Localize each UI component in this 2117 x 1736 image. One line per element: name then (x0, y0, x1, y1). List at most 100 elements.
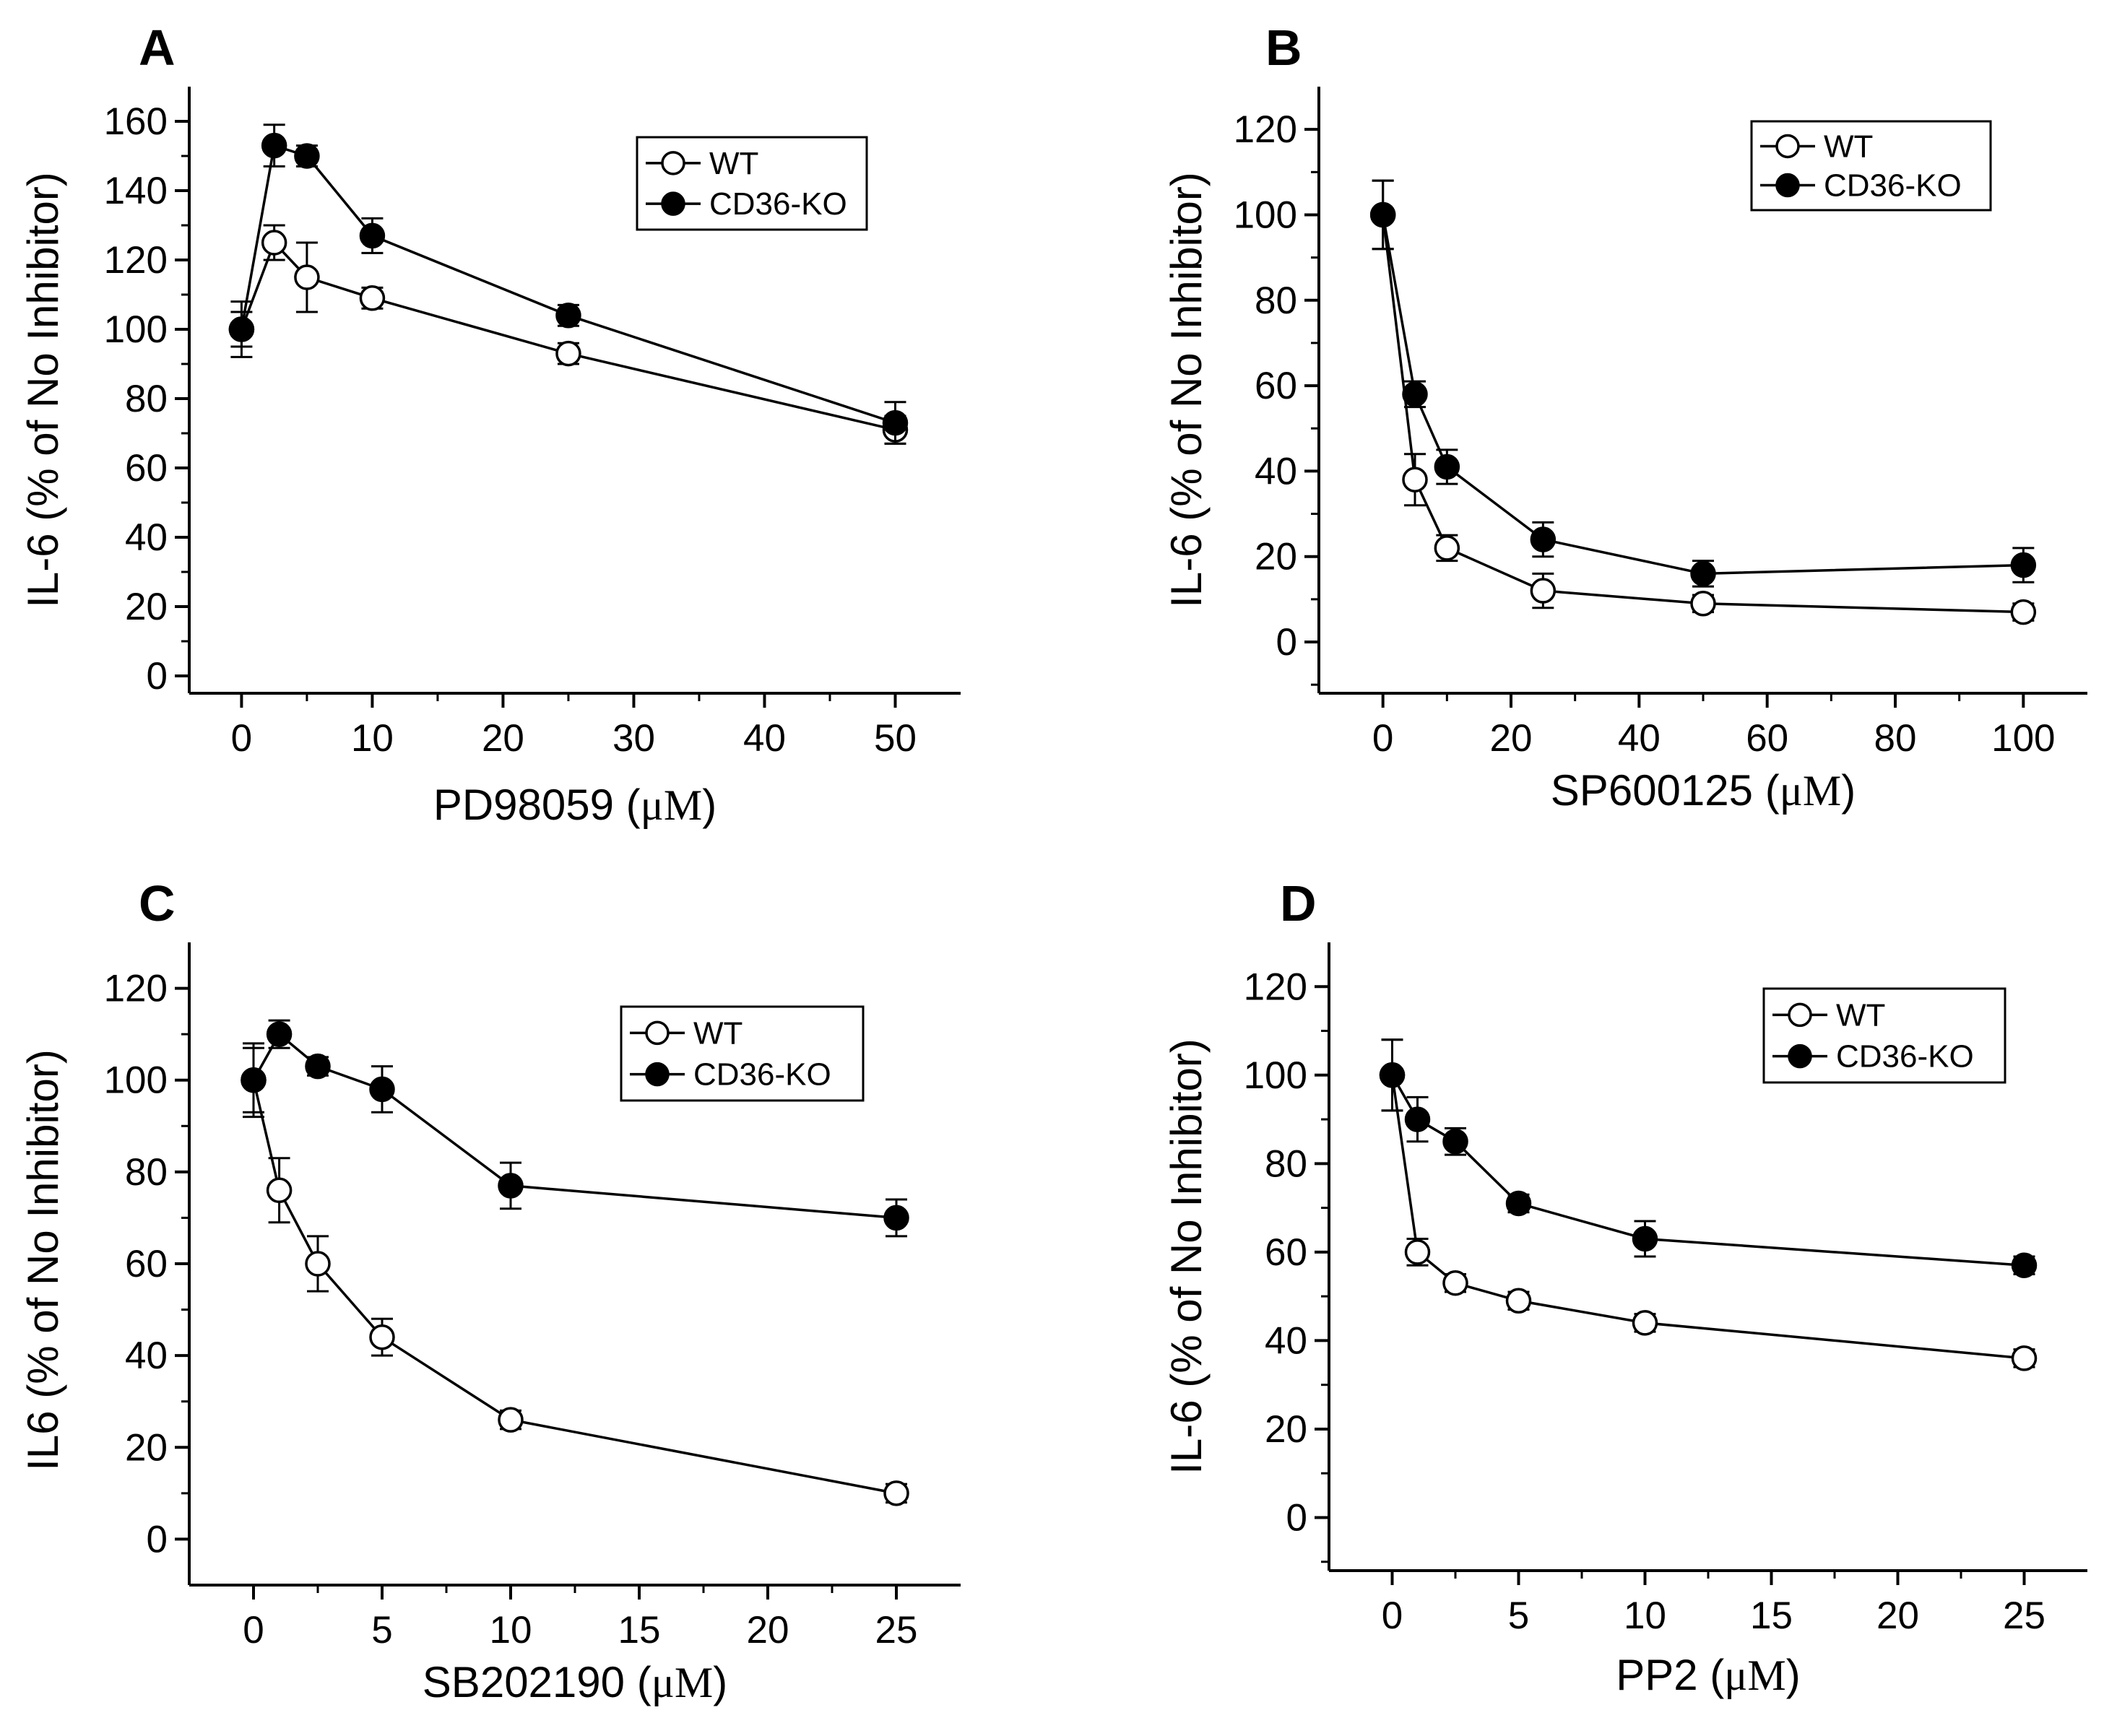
y-axis-label: IL-6 (% of No Inhibitor) (1162, 172, 1211, 608)
x-tick-label: 15 (618, 1609, 661, 1652)
x-axis-label-unit: μM (1724, 1652, 1786, 1699)
y-tick-label: 0 (147, 655, 168, 698)
panel-letter: C (139, 875, 176, 932)
data-point-wt (1404, 1239, 1431, 1265)
data-point-cd36-ko (261, 132, 287, 159)
data-point-cd36-ko (1404, 1106, 1431, 1132)
y-tick-label: 160 (104, 100, 168, 143)
legend-marker (661, 151, 685, 175)
y-tick-label: 60 (125, 1243, 168, 1285)
data-point-cd36-ko (1379, 1062, 1406, 1088)
x-axis-label-unit: μM (1780, 767, 1842, 815)
x-axis-label-unit: μM (651, 1659, 714, 1706)
x-tick-label: 5 (1508, 1594, 1529, 1637)
data-point-wt (261, 230, 287, 256)
data-point-wt (1442, 1270, 1468, 1296)
legend-marker (1775, 134, 1800, 159)
y-tick-label: 20 (1255, 536, 1297, 578)
legend-label: WT (693, 1015, 743, 1051)
panel-letter: A (139, 19, 176, 76)
y-tick-label: 60 (1265, 1231, 1307, 1274)
data-point-cd36-ko (1442, 1128, 1468, 1155)
data-point-cd36-ko (1632, 1225, 1658, 1252)
series-line-cd36-ko (1390, 1074, 2025, 1267)
y-tick-label: 40 (125, 1334, 168, 1377)
legend-label: CD36-KO (693, 1057, 831, 1093)
data-point-wt (883, 1480, 909, 1506)
data-point-cd36-ko (294, 143, 320, 169)
data-point-wt (498, 1407, 524, 1433)
x-axis-label-suffix: ) (702, 781, 717, 829)
y-tick-label: 80 (125, 1151, 168, 1194)
data-point-cd36-ko (359, 222, 386, 249)
data-point-wt (1402, 466, 1428, 492)
data-point-cd36-ko (1369, 201, 1396, 228)
legend-label: WT (709, 146, 758, 181)
x-tick-label: 0 (231, 717, 252, 760)
x-tick-label: 0 (1382, 1594, 1403, 1637)
y-tick-label: 60 (1255, 365, 1297, 407)
series-line-cd36-ko (1381, 214, 2024, 576)
x-tick-label: 20 (1876, 1594, 1919, 1637)
y-axis-label: IL6 (% of No Inhibitor) (19, 1049, 67, 1471)
x-tick-label: 60 (1746, 717, 1788, 760)
data-point-wt (266, 1177, 293, 1204)
data-point-cd36-ko (228, 316, 255, 342)
y-tick-label: 80 (125, 378, 168, 420)
data-point-cd36-ko (266, 1021, 293, 1047)
y-tick-label: 40 (1265, 1319, 1307, 1362)
y-tick-label: 100 (104, 1059, 168, 1102)
panel-a: A 0 20 40 60 80 100 120 140 160 0 10 20 30 40 50 IL-6 (%… (19, 19, 961, 829)
y-axis-label: IL-6 (% of No Inhibitor) (19, 172, 67, 608)
y-tick-label: 40 (1255, 450, 1297, 492)
data-point-wt (1632, 1310, 1658, 1336)
series-line-wt (252, 1080, 897, 1495)
x-tick-label: 20 (1490, 717, 1533, 760)
y-tick-label: 80 (1255, 279, 1297, 322)
panel-b: B 0 20 40 60 80 100 120 0 20 40 60 80 100 IL-6 (% of N… (1162, 19, 2087, 815)
x-axis-label-suffix: ) (1786, 1651, 1801, 1699)
legend-label: CD36-KO (709, 186, 847, 222)
data-point-wt (369, 1324, 395, 1350)
legend-label: CD36-KO (1824, 168, 1962, 204)
x-tick-label: 15 (1750, 1594, 1793, 1637)
data-point-wt (1434, 535, 1460, 561)
x-axis-label: SB202190 (μM) (423, 1658, 727, 1706)
y-tick-label: 20 (125, 586, 168, 628)
y-tick-label: 20 (125, 1426, 168, 1469)
data-point-cd36-ko (1530, 526, 1557, 552)
y-tick-label: 0 (147, 1518, 168, 1561)
panel-d: D 0 20 40 60 80 100 120 0 5 10 15 20 25 IL-6 (% of No … (1162, 875, 2087, 1699)
data-point-cd36-ko (369, 1076, 395, 1103)
x-tick-label: 20 (747, 1609, 789, 1652)
legend-marker (661, 191, 685, 216)
legend-marker (645, 1020, 670, 1046)
data-point-cd36-ko (305, 1053, 331, 1080)
legend-label: WT (1824, 129, 1873, 164)
legend-marker (1775, 173, 1800, 198)
y-tick-label: 120 (104, 239, 168, 282)
x-tick-label: 10 (1624, 1594, 1666, 1637)
data-point-wt (2011, 1345, 2038, 1371)
series-line-wt (1381, 214, 2024, 614)
legend-marker (645, 1062, 670, 1087)
data-point-wt (555, 340, 581, 367)
x-axis-label: PP2 (μM) (1616, 1651, 1801, 1699)
data-point-cd36-ko (882, 409, 909, 436)
x-tick-label: 30 (612, 717, 655, 760)
y-tick-label: 100 (1244, 1054, 1307, 1097)
y-tick-label: 140 (104, 170, 168, 212)
y-tick-label: 40 (125, 516, 168, 559)
data-point-cd36-ko (1505, 1190, 1532, 1217)
x-tick-label: 50 (874, 717, 917, 760)
y-tick-label: 0 (1276, 621, 1297, 664)
x-tick-label: 25 (2003, 1594, 2045, 1637)
x-axis-label-suffix: ) (713, 1658, 727, 1706)
legend-label: CD36-KO (1836, 1039, 1974, 1075)
y-tick-label: 0 (1286, 1496, 1307, 1539)
x-axis-label-prefix: PD98059 ( (433, 781, 641, 829)
y-axis-label: IL-6 (% of No Inhibitor) (1162, 1038, 1211, 1475)
x-tick-label: 10 (351, 717, 394, 760)
data-point-wt (2010, 599, 2037, 625)
data-point-wt (1530, 578, 1557, 604)
